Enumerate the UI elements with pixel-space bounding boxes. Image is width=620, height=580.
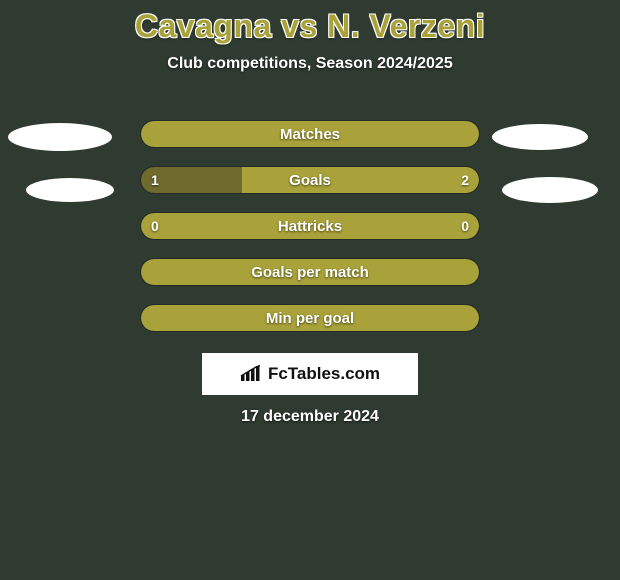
stat-label: Goals per match xyxy=(141,259,479,285)
brand-text: FcTables.com xyxy=(268,364,380,384)
stat-label: Hattricks xyxy=(141,213,479,239)
stat-label: Matches xyxy=(141,121,479,147)
date-label: 17 december 2024 xyxy=(0,408,620,426)
stat-value-left: 0 xyxy=(151,213,159,239)
brand-chart-icon xyxy=(240,365,262,383)
decorative-ellipse xyxy=(8,123,112,151)
decorative-ellipse xyxy=(502,177,598,203)
comparison-infographic: Cavagna vs N. Verzeni Club competitions,… xyxy=(0,0,620,580)
stat-value-right: 2 xyxy=(461,167,469,193)
stat-rows-container: Matches Goals1 2 Hattricks0 0 Goals per match… xyxy=(0,120,620,332)
stat-label: Goals xyxy=(141,167,479,193)
stat-value-left: 1 xyxy=(151,167,159,193)
stat-row: Matches xyxy=(140,120,480,148)
page-title: Cavagna vs N. Verzeni xyxy=(0,0,620,45)
stat-row: Hattricks0 0 xyxy=(140,212,480,240)
stat-row: Goals1 2 xyxy=(140,166,480,194)
stat-row: Min per goal xyxy=(140,304,480,332)
stat-value-right: 0 xyxy=(461,213,469,239)
stat-label: Min per goal xyxy=(141,305,479,331)
decorative-ellipse xyxy=(26,178,114,202)
decorative-ellipse xyxy=(492,124,588,150)
brand-box: FcTables.com xyxy=(202,353,418,395)
stat-row: Goals per match xyxy=(140,258,480,286)
subtitle: Club competitions, Season 2024/2025 xyxy=(0,55,620,73)
